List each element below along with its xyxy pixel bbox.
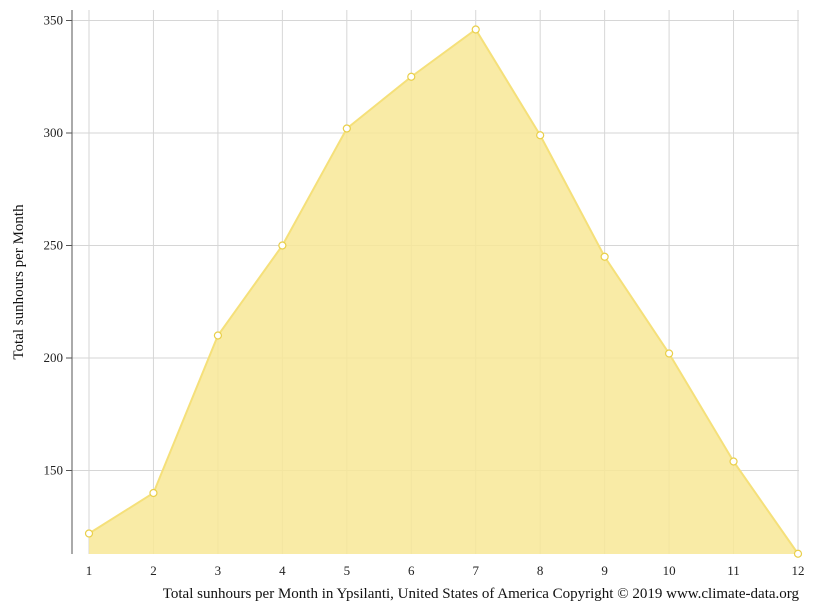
data-point: [149, 488, 158, 498]
data-point: [471, 25, 480, 34]
x-tick-label: 11: [727, 563, 740, 578]
marker-layer: [84, 25, 803, 558]
y-tick-label: 150: [44, 463, 64, 478]
data-point: [84, 529, 94, 538]
x-tick-label: 4: [279, 563, 286, 578]
data-point: [664, 349, 674, 358]
x-tick-label: 12: [792, 563, 805, 578]
data-point: [793, 549, 803, 558]
y-tick-label: 300: [44, 125, 64, 140]
x-tick-label: 1: [86, 563, 93, 578]
x-tick-label: 3: [215, 563, 222, 578]
x-tick-label: 6: [408, 563, 415, 578]
area-layer: [88, 28, 799, 555]
x-tick-label: 9: [601, 563, 608, 578]
x-tick-label: 5: [344, 563, 351, 578]
data-point: [407, 72, 416, 81]
data-point: [536, 131, 545, 140]
x-tick-label: 7: [472, 563, 479, 578]
area-fill: [89, 29, 798, 554]
y-tick-label: 350: [44, 13, 64, 28]
data-point: [729, 457, 738, 466]
chart-caption: Total sunhours per Month in Ypsilanti, U…: [163, 586, 800, 602]
axis-layer: [66, 10, 73, 554]
data-point: [213, 331, 223, 340]
x-tick-label: 8: [537, 563, 544, 578]
y-tick-label: 200: [44, 350, 64, 365]
x-tick-label: 2: [150, 563, 157, 578]
y-axis-title: Total sunhours per Month: [11, 204, 27, 360]
y-tick-label: 250: [44, 238, 64, 253]
x-tick-label: 10: [663, 563, 676, 578]
series-line: [88, 28, 799, 555]
data-point: [600, 252, 609, 261]
data-point: [278, 241, 287, 250]
data-point: [342, 124, 351, 133]
